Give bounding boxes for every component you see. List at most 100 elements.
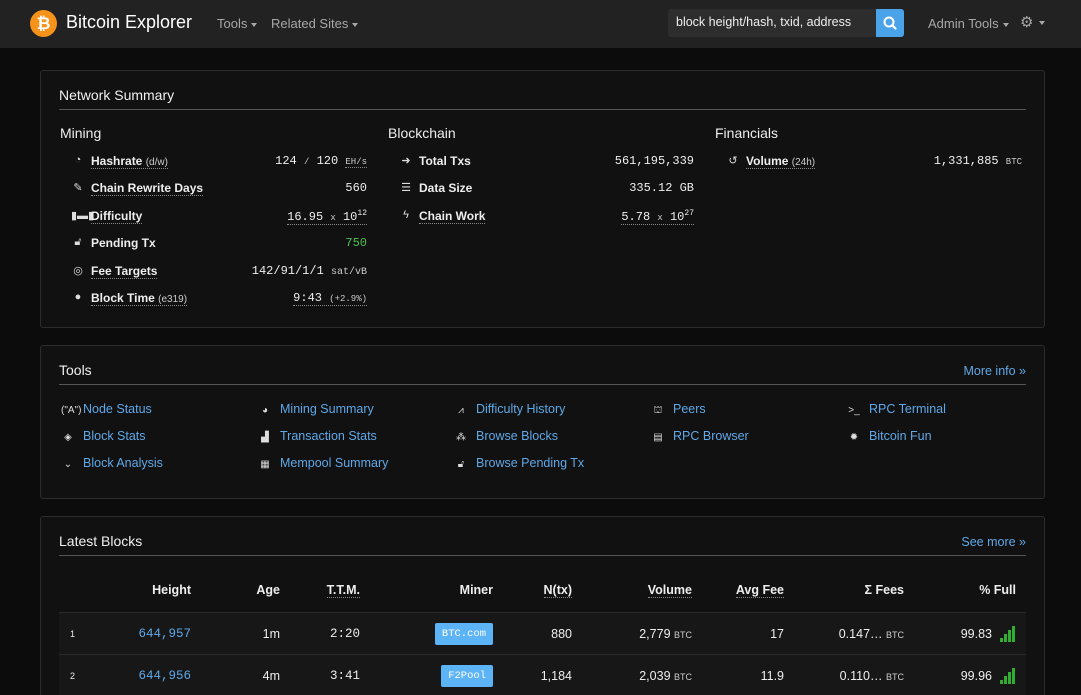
chain-rewrite-value: 560 xyxy=(345,181,367,195)
tool-label: Difficulty History xyxy=(476,402,566,416)
tool-block-stats[interactable]: ◈ Block Stats xyxy=(61,429,145,443)
latest-blocks-see-more-link[interactable]: See more » xyxy=(961,535,1026,549)
difficulty-times: x xyxy=(330,213,336,223)
fee-targets-row: ◎ Fee Targets 142/91/1/1 sat/vB xyxy=(71,264,367,282)
admin-tools-label: Admin Tools xyxy=(928,16,999,31)
history-icon: ↺ xyxy=(728,155,738,167)
tool-label: Browse Blocks xyxy=(476,429,558,443)
tool-mempool-summary[interactable]: ▦ Mempool Summary xyxy=(258,456,388,470)
hashrate-row: ◔ Hashrate (d/w) 124 / 120 EH/s xyxy=(71,154,367,172)
block-volume: 2,779 BTC xyxy=(639,627,692,641)
difficulty-value[interactable]: 16.95 x 1012 xyxy=(287,209,367,225)
fee-targets-numbers: 142/91/1/1 xyxy=(251,264,324,278)
mining-heading: Mining xyxy=(60,125,102,141)
hashrate-sep: / xyxy=(303,157,310,167)
chain-work-mantissa: 5.78 xyxy=(621,210,651,224)
bar-chart-icon: ▟ xyxy=(261,432,269,443)
settings-menu[interactable]: ⚙ xyxy=(1020,13,1046,31)
col-avg-fee[interactable]: Avg Fee xyxy=(735,583,784,598)
caret-down-icon xyxy=(1002,22,1009,27)
block-time-label[interactable]: Block Time (e319) xyxy=(91,291,188,306)
difficulty-row: ▮▬▮ Difficulty 16.95 x 1012 xyxy=(71,209,367,227)
network-summary-title: Network Summary xyxy=(59,87,175,103)
col-volume[interactable]: Volume xyxy=(647,583,692,598)
col-ntx[interactable]: N(tx) xyxy=(543,583,572,598)
block-time-value[interactable]: 9:43 (+2.9%) xyxy=(293,291,367,306)
tool-browse-pending-tx[interactable]: 🔓︎ Browse Pending Tx xyxy=(454,456,584,470)
volume-number: 2,039 xyxy=(639,669,671,683)
fee-targets-value: 142/91/1/1 sat/vB xyxy=(252,264,367,278)
tool-transaction-stats[interactable]: ▟ Transaction Stats xyxy=(258,429,377,443)
volume-number: 1,331,885 xyxy=(933,154,999,168)
fees-unit: BTC xyxy=(886,630,904,640)
chain-work-label[interactable]: Chain Work xyxy=(419,209,486,224)
tool-peers[interactable]: ⛫ Peers xyxy=(651,402,705,418)
data-size-value: 335.12 GB xyxy=(629,181,694,195)
miner-badge[interactable]: BTC.com xyxy=(434,623,493,645)
col-miner: Miner xyxy=(459,583,493,597)
hashrate-unit[interactable]: EH/s xyxy=(345,157,367,168)
latest-blocks-card: Latest Blocks See more » Height Age T.T.… xyxy=(40,516,1045,695)
pending-tx-value[interactable]: 750 xyxy=(345,236,367,250)
tool-label: Mining Summary xyxy=(280,402,374,416)
latest-blocks-title: Latest Blocks xyxy=(59,533,143,549)
hashrate-label[interactable]: Hashrate (d/w) xyxy=(91,154,168,169)
brand-title[interactable]: Bitcoin Explorer xyxy=(66,12,193,32)
fullness-bar xyxy=(1012,668,1015,684)
search-icon xyxy=(883,16,897,30)
tool-rpc-browser[interactable]: ▤ RPC Browser xyxy=(651,429,749,443)
tool-label: Transaction Stats xyxy=(280,429,377,443)
fees-unit: BTC xyxy=(886,672,904,682)
difficulty-label[interactable]: Difficulty xyxy=(91,209,143,224)
col-ttm[interactable]: T.T.M. xyxy=(326,583,360,598)
hashrate-sub: (d/w) xyxy=(145,157,168,168)
block-height-link[interactable]: 644,957 xyxy=(138,627,191,641)
tools-more-info-link[interactable]: More info » xyxy=(963,364,1026,378)
hashrate-label-text: Hashrate xyxy=(91,154,143,168)
fullness-bars-icon xyxy=(1000,668,1015,684)
data-size-label: Data Size xyxy=(419,181,473,195)
tool-block-analysis[interactable]: ⌄ Block Analysis xyxy=(61,456,163,470)
fullness-bar xyxy=(1012,626,1015,642)
volume-unit: BTC xyxy=(674,672,692,682)
admin-tools-menu[interactable]: Admin Tools xyxy=(928,16,1009,31)
chain-work-value[interactable]: 5.78 x 1027 xyxy=(621,209,694,225)
tools-menu[interactable]: Tools xyxy=(217,16,258,31)
tool-mining-summary[interactable]: ◕ Mining Summary xyxy=(258,402,374,416)
chain-rewrite-label[interactable]: Chain Rewrite Days xyxy=(91,181,204,196)
fullness-bar xyxy=(1004,634,1007,642)
block-volume: 2,039 BTC xyxy=(639,669,692,683)
tool-difficulty-history[interactable]: ⩘ Difficulty History xyxy=(454,402,565,416)
volume-label[interactable]: Volume (24h) xyxy=(746,154,816,169)
block-height-link[interactable]: 644,956 xyxy=(138,669,191,683)
chain-rewrite-row: ✎ Chain Rewrite Days 560 xyxy=(71,181,367,199)
bolt-icon: ϟ xyxy=(403,209,409,221)
block-ntx: 880 xyxy=(551,627,572,641)
fee-targets-unit: sat/vB xyxy=(330,267,367,278)
blockchain-heading: Blockchain xyxy=(388,125,456,141)
tool-label: Node Status xyxy=(83,402,152,416)
data-size-row: ☰ Data Size 335.12 GB xyxy=(399,181,694,199)
sign-out-icon: ➜ xyxy=(401,155,411,167)
chevrons-down-icon: ⌄ xyxy=(63,459,73,470)
caret-down-icon xyxy=(1039,21,1046,26)
chain-work-base: 10 xyxy=(669,210,685,224)
block-age: 1m xyxy=(262,627,280,641)
block-avg-fee: 17 xyxy=(770,627,784,641)
caret-down-icon xyxy=(251,22,258,27)
search-input[interactable]: block height/hash, txid, address xyxy=(668,9,876,37)
search-button[interactable] xyxy=(876,9,904,37)
miner-badge[interactable]: F2Pool xyxy=(441,665,493,687)
related-sites-label: Related Sites xyxy=(271,16,349,31)
tool-bitcoin-fun[interactable]: ✹ Bitcoin Fun xyxy=(847,429,932,443)
tool-browse-blocks[interactable]: ⁂ Browse Blocks xyxy=(454,429,558,443)
fullness-bar xyxy=(1004,676,1007,684)
tool-label: Block Analysis xyxy=(83,456,163,470)
fee-targets-label[interactable]: Fee Targets xyxy=(91,264,158,279)
tool-rpc-terminal[interactable]: >_ RPC Terminal xyxy=(847,402,946,416)
layers-icon: ◈ xyxy=(64,432,72,443)
tool-label: RPC Browser xyxy=(673,429,749,443)
bitcoin-logo-icon[interactable]: ₿ xyxy=(30,10,57,37)
related-sites-menu[interactable]: Related Sites xyxy=(271,16,359,31)
tool-node-status[interactable]: ("A") Node Status xyxy=(61,402,152,416)
